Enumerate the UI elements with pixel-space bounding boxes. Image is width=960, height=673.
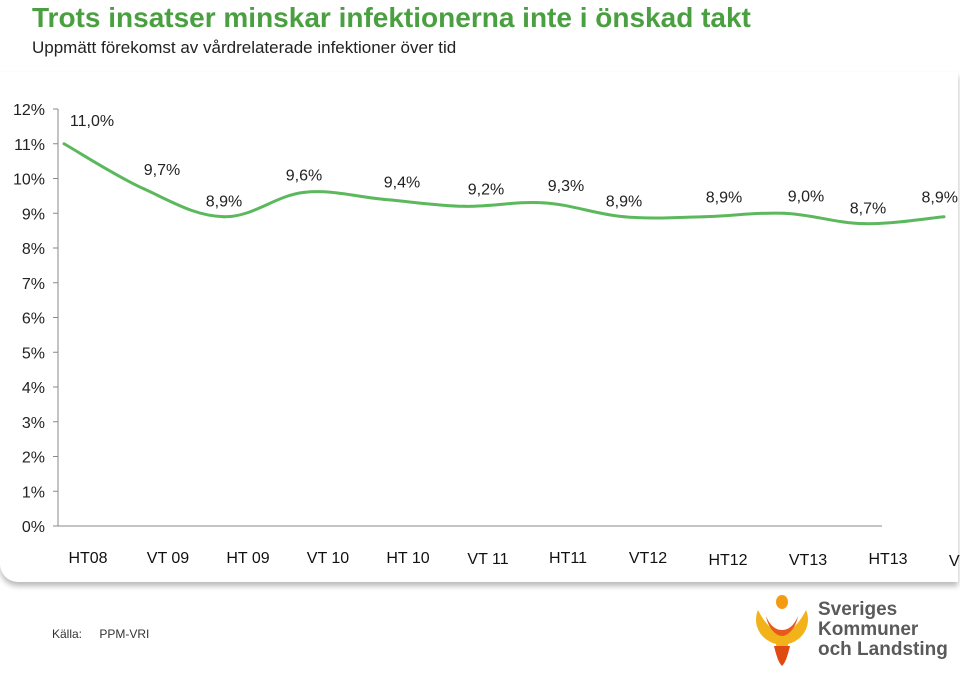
y-tick-label: 0% xyxy=(22,519,45,536)
data-point xyxy=(862,222,866,226)
data-point xyxy=(462,204,466,208)
y-tick-label: 8% xyxy=(22,241,45,258)
data-label: 9,0% xyxy=(788,188,824,205)
source-value: PPM-VRI xyxy=(99,627,150,641)
data-point xyxy=(542,201,546,205)
data-point xyxy=(302,190,306,194)
x-tick-label: HT12 xyxy=(708,552,747,569)
data-label: 11,0% xyxy=(70,113,114,130)
data-point xyxy=(142,187,146,191)
y-tick-label: 12% xyxy=(13,102,45,119)
x-tick-label: VT 11 xyxy=(467,551,508,568)
x-tick-label: VT12 xyxy=(629,550,667,567)
data-label: 8,9% xyxy=(706,190,742,207)
logo-line: Kommuner xyxy=(818,619,919,640)
y-tick-label: 5% xyxy=(22,345,45,362)
x-tick-label: VT14 xyxy=(949,553,960,570)
source-label: Källa: xyxy=(52,627,83,641)
y-tick-label: 10% xyxy=(13,172,45,189)
data-label: 8,9% xyxy=(206,194,242,211)
line-chart: 0% 1% 2% 3% 4% 5% 6% 7% 8% 9% 10% 11% 12% HT08 VT 09 HT… xyxy=(13,102,960,570)
x-tick-label: HT11 xyxy=(549,550,587,567)
data-point xyxy=(382,197,386,201)
data-label: 9,4% xyxy=(384,174,420,191)
x-tick-label: VT 09 xyxy=(147,550,190,567)
x-tick-label: HT 09 xyxy=(226,550,269,567)
data-label: 8,9% xyxy=(922,190,958,207)
y-tick-label: 1% xyxy=(22,484,45,501)
data-point xyxy=(222,215,226,219)
logo-line: Sveriges xyxy=(818,599,898,620)
x-tick-label: HT 10 xyxy=(386,550,429,567)
series-line xyxy=(63,142,945,226)
skl-logo: Sveriges Kommuner och Landsting xyxy=(748,592,948,668)
chart-card xyxy=(0,72,958,582)
y-tick-label: 2% xyxy=(22,450,45,467)
y-tick-label: 3% xyxy=(22,415,45,432)
y-tick-label: 11% xyxy=(14,137,45,154)
y-tick-label: 9% xyxy=(22,206,45,223)
data-point xyxy=(622,215,626,219)
logo-line: och Landsting xyxy=(818,639,948,660)
data-label: 9,6% xyxy=(286,167,322,184)
data-point xyxy=(62,142,66,146)
chart-title: Trots insatser minskar infektionerna int… xyxy=(32,2,751,33)
data-point xyxy=(782,211,786,215)
x-tick-label: VT 10 xyxy=(307,550,350,567)
y-tick-label: 4% xyxy=(22,380,45,397)
data-point xyxy=(942,215,946,219)
logo-figure-icon xyxy=(756,595,808,666)
data-point xyxy=(702,215,706,219)
source-note: Källa: PPM-VRI xyxy=(52,627,163,641)
data-label: 8,9% xyxy=(606,194,642,211)
y-tick-label: 7% xyxy=(22,276,45,293)
y-tick-label: 6% xyxy=(22,311,45,328)
x-tick-label: HT08 xyxy=(68,550,107,567)
data-label: 9,2% xyxy=(468,181,504,198)
data-label: 8,7% xyxy=(850,201,886,218)
chart-subtitle: Uppmätt förekomst av vårdrelaterade infe… xyxy=(32,38,457,57)
data-label: 9,3% xyxy=(548,178,584,195)
x-tick-label: HT13 xyxy=(868,551,907,568)
x-tick-label: VT13 xyxy=(789,552,827,569)
logo-text: Sveriges Kommuner och Landsting xyxy=(818,600,948,660)
data-label: 9,7% xyxy=(144,162,180,179)
